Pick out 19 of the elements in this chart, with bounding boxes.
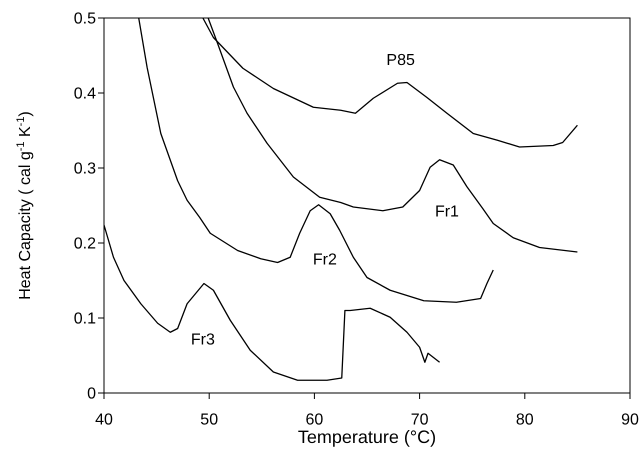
series-label: Fr2	[312, 251, 338, 268]
line-series	[138, 18, 494, 303]
x-tick-label: 70	[410, 411, 429, 428]
y-tick-label: 0.4	[74, 86, 96, 103]
series-label: Fr1	[434, 203, 460, 220]
x-tick-label: 90	[621, 411, 639, 428]
line-series	[104, 224, 440, 381]
y-tick-label: 0.1	[74, 310, 96, 328]
x-tick-label: 60	[306, 411, 324, 428]
x-tick-label: 40	[95, 411, 113, 428]
y-tick-label: 0	[87, 386, 96, 403]
x-axis-title: Temperature (°C)	[298, 427, 436, 447]
x-tick-label: 80	[516, 411, 534, 428]
series-label: P85	[386, 52, 415, 69]
y-tick-label: 0.5	[74, 10, 96, 28]
y-tick-label: 0.3	[74, 160, 96, 178]
x-tick-label: 50	[200, 411, 218, 428]
y-tick-label: 0.2	[74, 236, 96, 253]
series-label: Fr3	[190, 332, 215, 349]
